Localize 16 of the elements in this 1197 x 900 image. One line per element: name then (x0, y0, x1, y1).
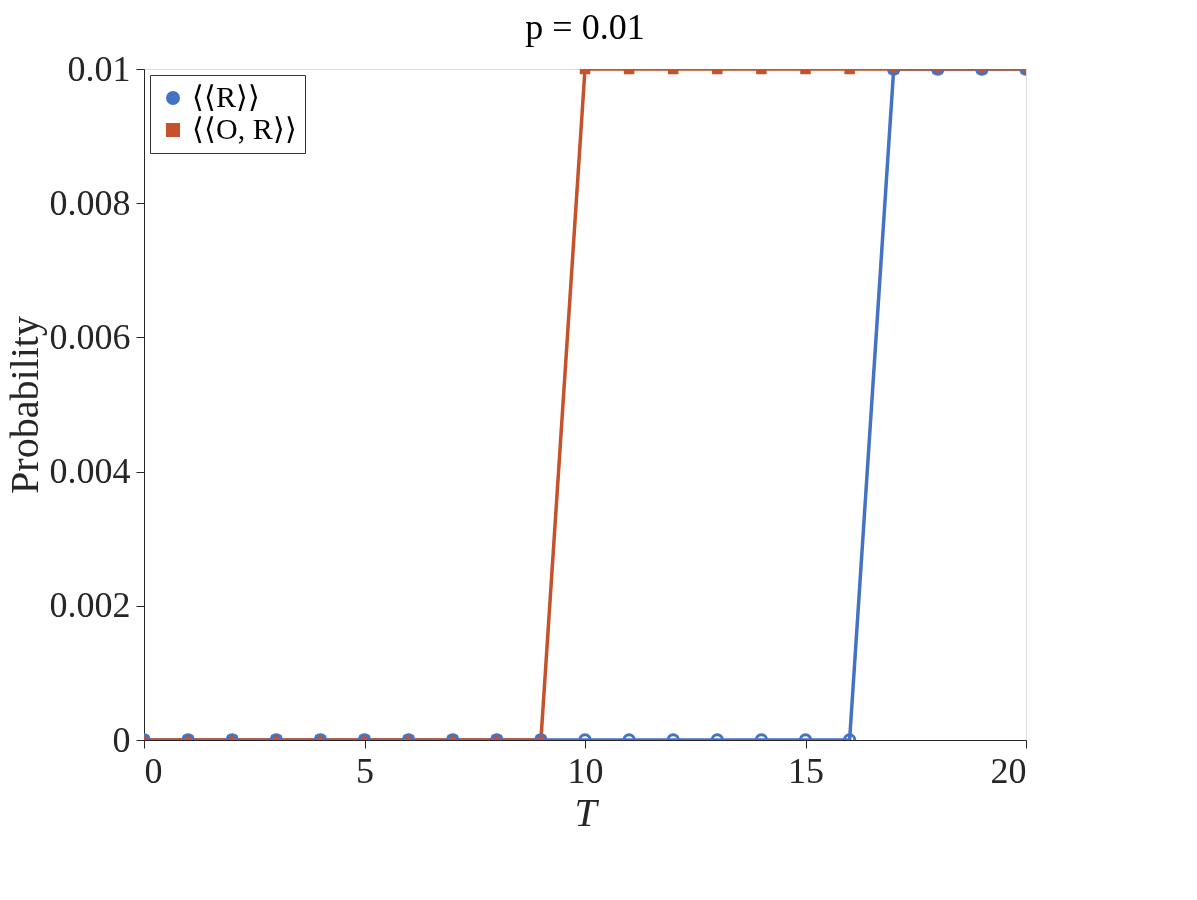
legend-label: ⟨⟨R⟩⟩ (192, 80, 261, 113)
chart-title: p = 0.01 (525, 7, 645, 47)
x-tick-label: 10 (567, 750, 604, 791)
y-axis-title: Probability (1, 316, 47, 494)
y-tick-label: 0.004 (49, 451, 131, 492)
y-tick-label: 0.008 (49, 182, 131, 223)
y-tick-label: 0.002 (49, 585, 131, 626)
y-tick-label: 0.01 (67, 48, 131, 89)
x-tick-label: 0 (144, 750, 163, 791)
x-tick-label: 15 (788, 750, 824, 791)
y-tick-label: 0.006 (49, 316, 131, 357)
y-tick-label: 0 (112, 719, 131, 760)
x-tick-label: 20 (990, 750, 1027, 791)
x-tick-label: 5 (356, 750, 374, 791)
x-axis-title: T (574, 789, 600, 835)
legend-label: ⟨⟨O, R⟩⟩ (192, 112, 297, 145)
